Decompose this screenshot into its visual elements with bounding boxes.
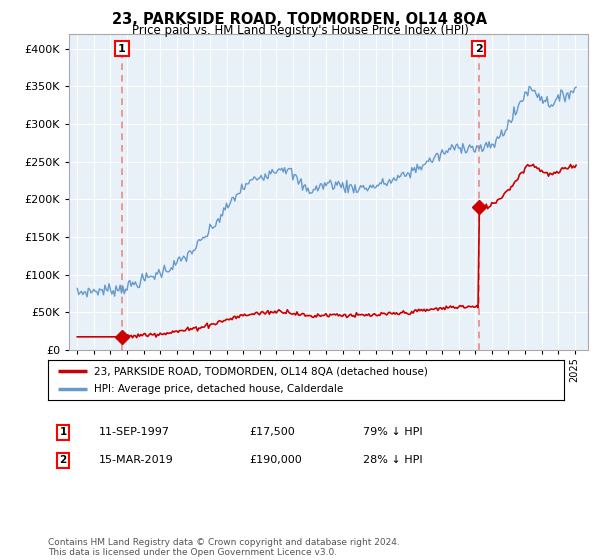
- Text: 15-MAR-2019: 15-MAR-2019: [99, 455, 174, 465]
- Text: HPI: Average price, detached house, Calderdale: HPI: Average price, detached house, Cald…: [94, 384, 344, 394]
- Text: Price paid vs. HM Land Registry's House Price Index (HPI): Price paid vs. HM Land Registry's House …: [131, 24, 469, 36]
- Text: 11-SEP-1997: 11-SEP-1997: [99, 427, 170, 437]
- Text: 28% ↓ HPI: 28% ↓ HPI: [363, 455, 422, 465]
- Text: £190,000: £190,000: [249, 455, 302, 465]
- Text: £17,500: £17,500: [249, 427, 295, 437]
- Text: 79% ↓ HPI: 79% ↓ HPI: [363, 427, 422, 437]
- Text: 23, PARKSIDE ROAD, TODMORDEN, OL14 8QA: 23, PARKSIDE ROAD, TODMORDEN, OL14 8QA: [112, 12, 488, 27]
- Text: 2: 2: [59, 455, 67, 465]
- Text: 1: 1: [118, 44, 126, 54]
- Text: 1: 1: [59, 427, 67, 437]
- Text: 2: 2: [475, 44, 482, 54]
- Text: 23, PARKSIDE ROAD, TODMORDEN, OL14 8QA (detached house): 23, PARKSIDE ROAD, TODMORDEN, OL14 8QA (…: [94, 366, 428, 376]
- Text: Contains HM Land Registry data © Crown copyright and database right 2024.
This d: Contains HM Land Registry data © Crown c…: [48, 538, 400, 557]
